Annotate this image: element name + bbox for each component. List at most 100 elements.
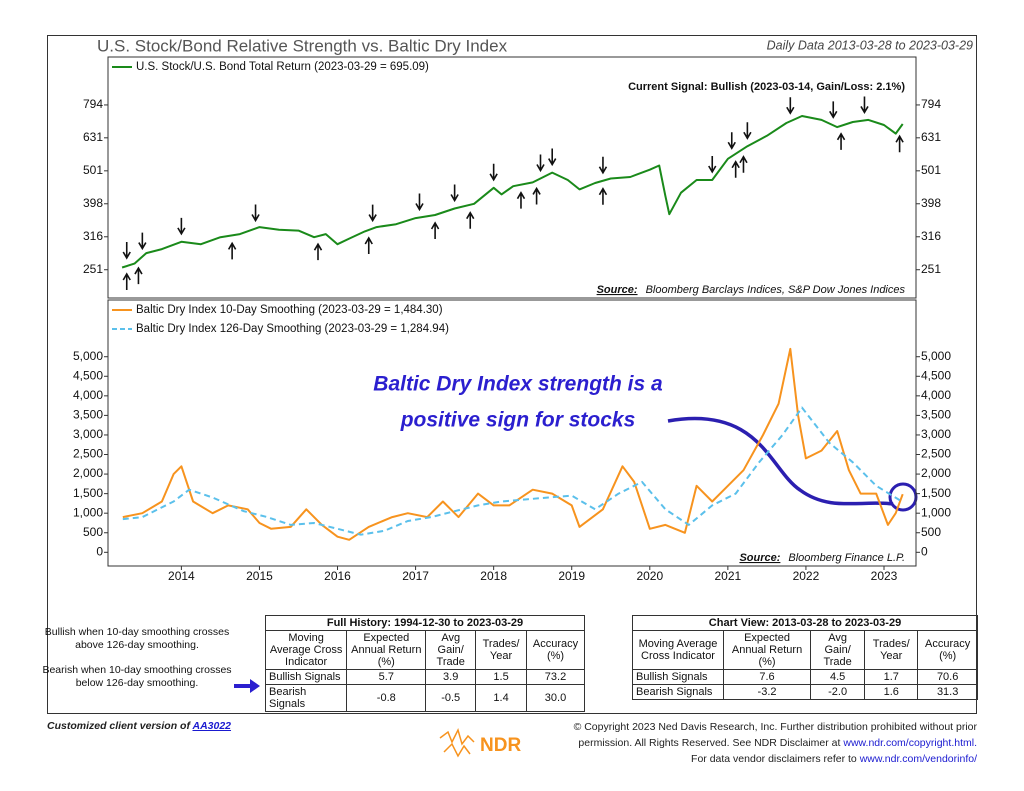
bullish-arrow <box>731 160 740 178</box>
legend-label: Baltic Dry Index 10-Day Smoothing (2023-… <box>136 304 443 316</box>
bullish-arrow <box>364 236 373 255</box>
bearish-arrow <box>138 232 147 251</box>
table-cell: 5.7 <box>346 669 427 685</box>
bearish-arrow <box>536 154 545 173</box>
table-cell: -0.8 <box>346 684 427 712</box>
row-header: Bullish Signals <box>264 669 348 685</box>
bullish-arrow <box>516 191 526 209</box>
y-tick-label: 4,000 <box>73 388 103 402</box>
y-tick-label: 0 <box>921 544 928 558</box>
table-cell: 4.5 <box>810 669 866 685</box>
chart-title: U.S. Stock/Bond Relative Strength vs. Ba… <box>97 36 508 55</box>
source-label: Source: <box>739 552 780 564</box>
x-tick-label: 2020 <box>636 569 663 583</box>
client-note-text: Customized client version of <box>47 720 190 732</box>
table-title: Full History: 1994-12-30 to 2023-03-29 <box>265 615 585 631</box>
bearish-arrow <box>177 217 186 236</box>
table-header: Accuracy (%) <box>526 630 585 670</box>
table-header: Accuracy (%) <box>917 630 978 670</box>
client-id[interactable]: AA3022 <box>192 720 232 732</box>
bullish-arrow <box>134 266 143 285</box>
table-header: Avg Gain/ Trade <box>810 630 866 670</box>
x-tick-label: 2019 <box>558 569 585 583</box>
bullish-arrow <box>598 187 608 205</box>
source-label: Source: <box>597 284 638 296</box>
table-cell: 7.6 <box>722 669 812 685</box>
bullish-arrow <box>895 134 904 153</box>
x-tick-label: 2017 <box>402 569 429 583</box>
vendor-link[interactable]: www.ndr.com/vendorinfo/ <box>859 753 977 765</box>
bearish-arrow <box>415 193 424 212</box>
bullish-arrow <box>122 272 131 291</box>
bearish-arrow <box>251 204 260 223</box>
table-cell: 70.6 <box>917 669 978 685</box>
table-row: Bullish Signals 5.7 3.9 1.5 73.2 <box>264 669 585 685</box>
bearish-arrow <box>743 122 752 140</box>
signal-text: Current Signal: Bullish (2023-03-14, Gai… <box>628 81 905 93</box>
y-tick-label: 501 <box>921 163 941 177</box>
logo-icon <box>439 727 475 758</box>
x-tick-label: 2018 <box>480 569 507 583</box>
table-cell: 1.5 <box>475 669 528 685</box>
bullish-arrow <box>739 155 748 173</box>
copyright-text: permission. All Rights Reserved. See NDR… <box>578 737 841 749</box>
y-tick-label: 2,000 <box>921 466 951 480</box>
note-arrow <box>234 679 260 693</box>
y-tick-label: 4,500 <box>73 368 103 382</box>
x-tick-label: 2015 <box>246 569 273 583</box>
stats-table: Full History: 1994-12-30 to 2023-03-29 Mo… <box>264 615 585 712</box>
y-tick-label: 398 <box>83 196 103 210</box>
table-cell: 73.2 <box>526 669 585 685</box>
copyright-line: © Copyright 2023 Ned Davis Research, Inc… <box>517 720 977 734</box>
bearish-arrow <box>727 132 736 150</box>
table-cell: 3.9 <box>425 669 477 685</box>
table-header: Avg Gain/ Trade <box>425 630 477 670</box>
x-tick-label: 2022 <box>793 569 820 583</box>
bearish-arrow <box>122 242 131 260</box>
copyright-line: For data vendor disclaimers refer to www… <box>517 752 977 766</box>
table-cell: 1.6 <box>864 684 919 700</box>
table-title-row: Chart View: 2013-03-28 to 2023-03-29 <box>632 615 978 631</box>
y-tick-label: 316 <box>83 229 103 243</box>
source-text: Bloomberg Finance L.P. <box>788 552 905 564</box>
table-header: Moving Average Cross Indicator <box>632 630 724 670</box>
table-header: Moving Average Cross Indicator <box>264 630 348 670</box>
y-tick-label: 1,500 <box>921 486 951 500</box>
row-header: Bullish Signals <box>632 669 724 685</box>
y-tick-label: 1,000 <box>73 505 103 519</box>
bearish-arrow <box>368 204 377 223</box>
annotation-circle <box>888 482 918 512</box>
table-title-row: Full History: 1994-12-30 to 2023-03-29 <box>265 615 585 631</box>
y-tick-label: 316 <box>921 229 941 243</box>
bullish-arrow <box>313 242 323 261</box>
annotation-arrow <box>667 416 894 506</box>
y-tick-label: 2,500 <box>921 447 951 461</box>
table-row: Bearish Signals -3.2 -2.0 1.6 31.3 <box>632 684 978 700</box>
y-tick-label: 501 <box>83 163 103 177</box>
table-header: Trades/ Year <box>864 630 919 670</box>
bearish-arrow <box>450 184 459 203</box>
y-tick-label: 4,000 <box>921 388 951 402</box>
y-tick-label: 5,000 <box>921 349 951 363</box>
bullish-arrow <box>466 211 475 229</box>
y-tick-label: 3,000 <box>921 427 951 441</box>
copyright-link[interactable]: www.ndr.com/copyright.html. <box>843 737 977 749</box>
copyright-text: For data vendor disclaimers refer to <box>691 753 857 765</box>
y-tick-label: 1,500 <box>73 486 103 500</box>
y-tick-label: 2,500 <box>73 447 103 461</box>
annotation: positive sign for stocks <box>400 409 636 432</box>
legend-label: U.S. Stock/U.S. Bond Total Return (2023-… <box>136 61 429 73</box>
table-header-row: Moving Average Cross Indicator Expected A… <box>632 630 978 670</box>
bullish-arrow <box>532 186 541 205</box>
y-tick-label: 3,000 <box>73 427 103 441</box>
table-header: Trades/ Year <box>475 630 528 670</box>
table-cell: 31.3 <box>917 684 978 700</box>
copyright-text: © Copyright 2023 Ned Davis Research, Inc… <box>573 721 977 733</box>
table-cell: -0.5 <box>425 684 477 712</box>
data-line <box>121 115 904 269</box>
y-tick-label: 251 <box>83 262 103 276</box>
client-note: Customized client version of AA3022 <box>47 720 231 732</box>
source: Source: Bloomberg Finance L.P. <box>739 552 905 564</box>
